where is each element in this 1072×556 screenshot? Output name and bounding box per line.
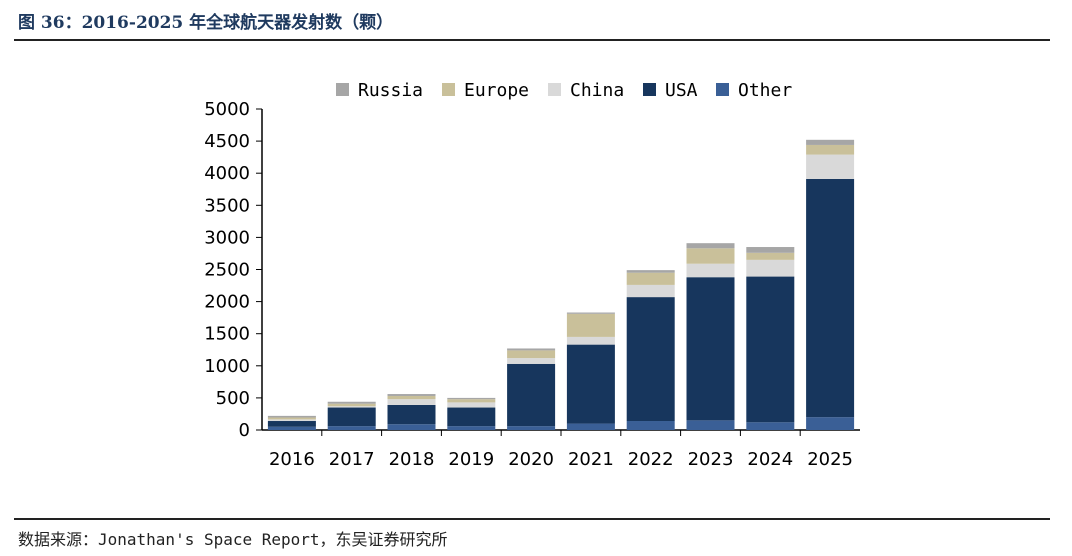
- bar-europe-2017: [327, 403, 376, 407]
- bar-other-2023: [686, 420, 735, 430]
- bar-other-2019: [447, 426, 496, 430]
- x-tick-label: 2023: [688, 449, 734, 470]
- y-tick-label: 1000: [204, 356, 250, 377]
- bar-china-2025: [806, 154, 855, 179]
- bar-russia-2019: [447, 397, 496, 400]
- bar-china-2023: [686, 263, 735, 278]
- bar-other-2022: [626, 421, 675, 430]
- legend-label-europe: Europe: [464, 80, 529, 101]
- bar-usa-2025: [806, 178, 855, 418]
- bar-russia-2020: [507, 348, 556, 351]
- x-tick-label: 2025: [807, 449, 853, 470]
- bar-china-2020: [507, 358, 556, 364]
- footer-rule: [14, 518, 1050, 520]
- y-tick-label: 0: [239, 420, 250, 441]
- bar-russia-2025: [806, 139, 855, 145]
- bar-russia-2024: [746, 247, 795, 253]
- bar-china-2019: [447, 402, 496, 408]
- legend-label-russia: Russia: [358, 80, 423, 101]
- y-tick-label: 4000: [204, 163, 250, 184]
- x-tick-label: 2017: [329, 449, 375, 470]
- legend-label-other: Other: [738, 80, 792, 101]
- y-tick-label: 5000: [204, 99, 250, 120]
- bar-usa-2018: [387, 404, 436, 425]
- x-tick-label: 2016: [269, 449, 315, 470]
- bar-usa-2024: [746, 276, 795, 423]
- bar-china-2018: [387, 399, 436, 405]
- bar-europe-2025: [806, 144, 855, 155]
- figure-title: 图 36：2016-2025 年全球航天器发射数（颗）: [18, 13, 394, 33]
- x-tick-label: 2022: [628, 449, 674, 470]
- bar-usa-2021: [566, 344, 615, 424]
- y-tick-label: 2000: [204, 292, 250, 313]
- bar-china-2017: [327, 406, 376, 408]
- title-rule: [14, 39, 1050, 41]
- bar-usa-2020: [507, 363, 556, 427]
- bar-usa-2017: [327, 407, 376, 427]
- legend-swatch-china: [548, 83, 561, 96]
- bar-usa-2019: [447, 407, 496, 427]
- bar-europe-2021: [566, 313, 615, 337]
- bar-europe-2019: [447, 399, 496, 403]
- x-tick-label: 2021: [568, 449, 614, 470]
- legend-swatch-usa: [643, 83, 656, 96]
- bar-europe-2024: [746, 252, 795, 260]
- y-tick-label: 3500: [204, 195, 250, 216]
- legend-swatch-other: [716, 83, 729, 96]
- bar-china-2021: [566, 336, 615, 345]
- bar-other-2017: [327, 426, 376, 430]
- bar-other-2020: [507, 426, 556, 430]
- bar-china-2016: [267, 419, 316, 422]
- y-tick-label: 4500: [204, 131, 250, 152]
- legend-swatch-russia: [336, 83, 349, 96]
- x-tick-label: 2019: [448, 449, 494, 470]
- y-tick-label: 2500: [204, 260, 250, 281]
- x-tick-label: 2018: [389, 449, 435, 470]
- bar-russia-2017: [327, 401, 376, 404]
- legend-swatch-europe: [442, 83, 455, 96]
- bar-europe-2018: [387, 395, 436, 400]
- legend-label-usa: USA: [665, 80, 698, 101]
- bar-russia-2021: [566, 312, 615, 314]
- y-tick-label: 500: [216, 388, 250, 409]
- bar-russia-2023: [686, 243, 735, 249]
- bar-europe-2022: [626, 272, 675, 285]
- source-note: 数据来源：Jonathan's Space Report，东吴证券研究所: [18, 530, 448, 549]
- bar-europe-2016: [267, 417, 316, 420]
- bar-other-2018: [387, 424, 436, 430]
- bar-china-2024: [746, 259, 795, 277]
- bar-usa-2016: [267, 421, 316, 427]
- bar-other-2024: [746, 422, 795, 430]
- bar-other-2025: [806, 417, 855, 430]
- y-tick-label: 3000: [204, 227, 250, 248]
- x-tick-label: 2020: [508, 449, 554, 470]
- bar-other-2021: [566, 423, 615, 430]
- x-tick-label: 2024: [747, 449, 793, 470]
- bar-other-2016: [267, 426, 316, 430]
- bar-china-2022: [626, 284, 675, 298]
- bar-russia-2016: [267, 415, 316, 418]
- bar-europe-2023: [686, 248, 735, 264]
- bar-russia-2022: [626, 270, 675, 273]
- y-tick-label: 1500: [204, 324, 250, 345]
- bar-russia-2018: [387, 394, 436, 396]
- legend-label-china: China: [570, 80, 624, 101]
- bar-europe-2020: [507, 350, 556, 359]
- bar-usa-2023: [686, 277, 735, 421]
- bar-usa-2022: [626, 297, 675, 422]
